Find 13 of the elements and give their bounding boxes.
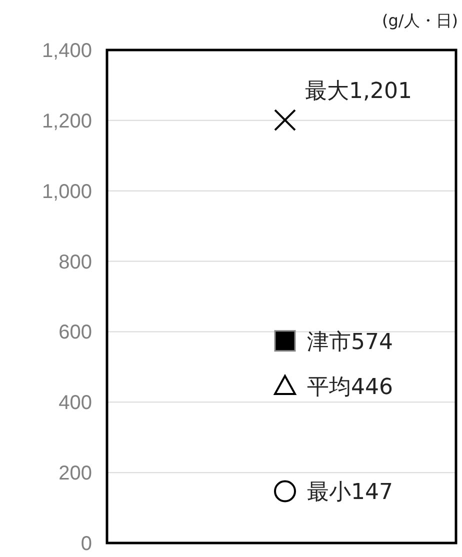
data-label: 津市574 bbox=[307, 330, 393, 355]
y-tick-label: 1,000 bbox=[42, 180, 92, 203]
data-label: 最小147 bbox=[307, 480, 393, 506]
data-label: 最大1,201 bbox=[305, 79, 412, 104]
y-tick-label: 800 bbox=[58, 251, 92, 274]
y-tick-label: 0 bbox=[80, 533, 92, 555]
y-tick-label: 1,400 bbox=[42, 40, 92, 62]
y-tick-label: 200 bbox=[58, 462, 92, 485]
data-label: 平均446 bbox=[307, 374, 393, 400]
y-tick-label: 1,200 bbox=[42, 110, 92, 132]
y-axis-title: (g/人・日) bbox=[382, 11, 458, 30]
y-tick-label: 600 bbox=[58, 322, 92, 344]
y-tick-label: 400 bbox=[58, 392, 92, 414]
